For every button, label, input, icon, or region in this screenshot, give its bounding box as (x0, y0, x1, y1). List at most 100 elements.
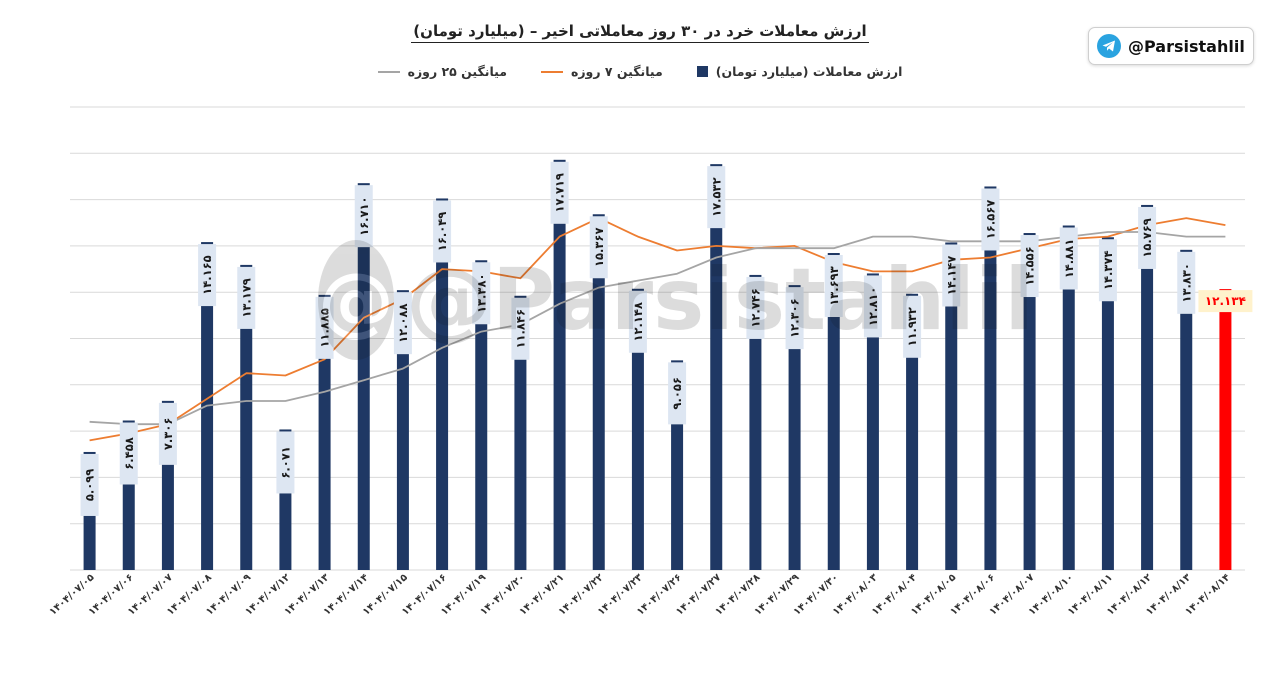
line-series (89, 217, 1226, 442)
data-label: ۱۱.۸۸۵ (318, 308, 332, 347)
chart-title-text: ارزش معاملات خرد در ۳۰ روز معاملاتی اخیر… (411, 22, 869, 43)
data-label-group: ۱۳.۶۹۳ (824, 255, 843, 318)
data-label-bg (80, 453, 99, 516)
data-label-bg (981, 188, 1000, 251)
data-label-group: ۱۱.۹۳۲ (903, 295, 922, 358)
data-label-bg (1198, 290, 1253, 313)
data-label-bg (198, 244, 217, 307)
data-label-bg (119, 422, 138, 485)
bar (1141, 204, 1154, 571)
data-label-group: ۷.۳۰۶ (158, 402, 177, 465)
legend-swatch-ma25 (377, 70, 400, 73)
bar (396, 290, 409, 570)
data-label-bg (1177, 251, 1196, 314)
bar (1101, 237, 1114, 571)
data-label-group: ۱۳.۸۳۰ (1177, 251, 1196, 314)
data-label: ۱۴.۸۸۱ (1062, 239, 1076, 278)
data-label-group: ۱۷.۷۱۹ (550, 161, 569, 224)
bar (1180, 249, 1193, 570)
data-label-group: ۱۴.۵۵۶ (1020, 235, 1039, 298)
data-label: ۱۳.۶۹۳ (827, 266, 841, 305)
data-label-group: ۱۲.۸۱۰ (863, 275, 882, 338)
chart-title: ارزش معاملات خرد در ۳۰ روز معاملاتی اخیر… (0, 22, 1280, 43)
data-label-group: ۶.۰۷۱ (276, 431, 295, 494)
telegram-handle-badge[interactable]: @Parsistahlil (1088, 27, 1254, 65)
bar (788, 285, 801, 570)
data-label: ۶.۴۵۸ (122, 437, 136, 469)
data-label-group: ۱۳.۳۸۰ (472, 262, 491, 325)
data-label-bg (589, 216, 608, 279)
grid-lines (70, 106, 1245, 571)
line-ma7 (89, 217, 1226, 442)
data-label: ۱۵.۳۶۷ (592, 228, 606, 267)
data-label: ۱۱.۸۴۶ (513, 309, 527, 348)
data-label-group: ۱۳.۱۷۹ (237, 266, 256, 329)
data-label: ۱۳.۸۳۰ (1179, 263, 1193, 302)
data-label-group: ۱۱.۸۸۵ (315, 296, 334, 359)
data-label: ۱۲.۱۴۸ (631, 302, 645, 341)
data-label: ۱۲.۰۸۸ (396, 303, 410, 342)
data-label-group: ۱۴.۳۷۴ (1098, 239, 1117, 302)
legend-swatch-ma7 (540, 70, 563, 73)
bar (710, 164, 723, 570)
data-label: ۱۵.۷۶۹ (1140, 218, 1154, 257)
data-label-bg (1059, 227, 1078, 290)
bar (984, 186, 997, 571)
bar (1219, 289, 1232, 570)
bar (553, 159, 566, 570)
data-label: ۱۴.۳۷۴ (1101, 251, 1115, 290)
data-label-bg (276, 431, 295, 494)
data-label-bg (433, 200, 452, 263)
data-label-bg (1098, 239, 1117, 302)
data-label-bg (237, 266, 256, 329)
data-label-bg (903, 295, 922, 358)
chart-legend: ارزش معاملات (میلیارد تومان) میانگین ۷ ر… (0, 64, 1280, 79)
legend-item-bars: ارزش معاملات (میلیارد تومان) (696, 64, 903, 79)
bar (475, 260, 488, 570)
bar (240, 264, 253, 570)
data-label-group: ۱۱.۸۴۶ (511, 297, 530, 360)
bar (357, 183, 370, 570)
data-label-bg (863, 275, 882, 338)
bar (514, 295, 527, 570)
data-label: ۱۳.۳۸۰ (474, 274, 488, 313)
bar (1023, 233, 1036, 570)
data-label-bg (354, 185, 373, 248)
data-label-bg (393, 292, 412, 355)
data-label: ۱۲.۱۳۴ (1205, 294, 1246, 308)
data-label: ۱۶.۷۱۰ (357, 196, 371, 235)
data-label-bg (1020, 235, 1039, 298)
data-label: ۶.۰۷۱ (278, 446, 292, 478)
data-label: ۱۷.۵۳۲ (709, 177, 723, 216)
bar (906, 293, 919, 570)
data-label-bg (315, 296, 334, 359)
data-label-group: ۱۶.۰۴۹ (433, 200, 452, 263)
data-label: ۹.۰۵۶ (670, 377, 684, 409)
data-label-bg (785, 287, 804, 350)
bar (592, 214, 605, 570)
bar (318, 294, 331, 570)
bar (945, 242, 958, 570)
data-label-bg (942, 244, 961, 307)
legend-swatch-bars (696, 66, 708, 77)
data-label-group: ۱۶.۵۶۷ (981, 188, 1000, 251)
data-label-group: ۱۴.۱۶۵ (198, 244, 217, 307)
data-label: ۱۲.۷۴۶ (748, 288, 762, 327)
data-label-bg (550, 161, 569, 224)
data-label-bg (1138, 206, 1157, 269)
data-label-group: ۱۴.۱۴۷ (942, 244, 961, 307)
telegram-icon (1097, 34, 1121, 58)
data-label: ۵.۰۹۹ (83, 469, 97, 501)
data-label: ۱۱.۹۳۲ (905, 307, 919, 346)
data-label: ۱۴.۱۶۵ (200, 255, 214, 294)
legend-label-bars: ارزش معاملات (میلیارد تومان) (715, 64, 903, 79)
data-label-group: ۱۲.۱۴۸ (628, 290, 647, 353)
data-label-group: ۵.۰۹۹ (80, 453, 99, 516)
data-label-bg (824, 255, 843, 318)
data-label-group: ۱۵.۷۶۹ (1138, 206, 1157, 269)
data-label-group: ۶.۴۵۸ (119, 422, 138, 485)
data-label-bg (668, 362, 687, 425)
data-label: ۱۶.۵۶۷ (983, 200, 997, 239)
data-label-group: ۱۷.۵۳۲ (707, 166, 726, 229)
